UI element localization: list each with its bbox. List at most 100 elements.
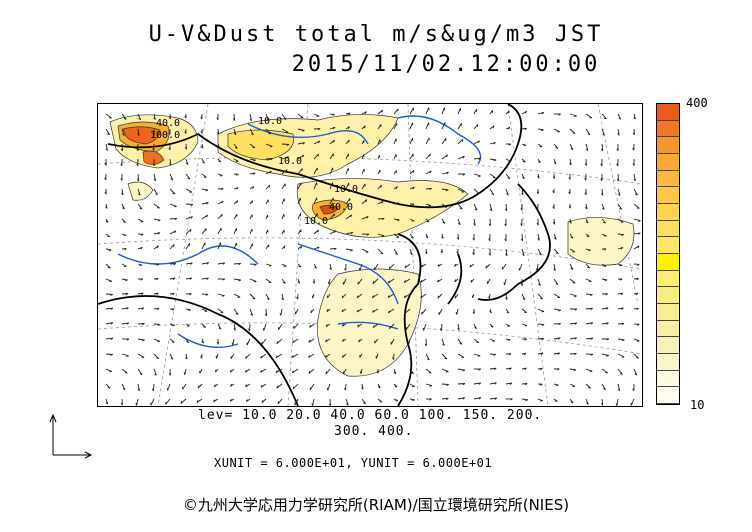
wind-arrow-head: [332, 126, 336, 130]
wind-arrow-head: [587, 266, 590, 269]
wind-arrow: [409, 107, 414, 115]
wind-arrow: [521, 188, 524, 195]
wind-arrow: [473, 157, 481, 160]
wind-arrow: [425, 383, 433, 387]
wind-arrow-head: [217, 146, 221, 149]
wind-arrow-head: [235, 173, 239, 176]
wind-arrow-head: [553, 161, 557, 165]
wind-arrow-head: [218, 327, 222, 330]
wind-arrow: [265, 293, 270, 300]
wind-arrow-head: [636, 357, 639, 359]
wind-arrow-head: [126, 338, 130, 341]
wind-arrow-head: [107, 266, 111, 269]
wind-arrow: [308, 353, 315, 358]
wind-arrow: [537, 111, 545, 115]
wind-arrow: [137, 338, 145, 341]
wind-arrow-head: [620, 372, 623, 375]
wind-arrow-head: [584, 192, 587, 196]
wind-arrow: [585, 383, 591, 389]
wind-arrow-head: [317, 128, 321, 131]
wind-arrow-head: [462, 369, 466, 372]
wind-arrow-head: [168, 116, 171, 120]
wind-arrow-head: [221, 295, 225, 297]
wind-arrow-head: [261, 400, 264, 403]
wind-arrow: [421, 308, 427, 315]
wind-arrow: [553, 263, 556, 271]
wind-arrow-head: [332, 113, 335, 116]
wind-arrow-head: [139, 373, 143, 376]
wind-arrow-head: [157, 232, 161, 235]
wind-arrow-head: [348, 126, 351, 129]
wind-arrow-head: [574, 337, 577, 340]
wind-arrow-head: [429, 170, 432, 174]
wind-arrow-head: [218, 160, 222, 163]
wind-arrow: [617, 353, 625, 358]
wind-arrow-head: [520, 238, 523, 242]
wind-arrow-head: [412, 186, 415, 190]
wind-arrow-head: [477, 140, 480, 144]
wind-arrow-head: [308, 339, 311, 343]
wind-arrow-head: [446, 154, 448, 158]
wind-arrow: [361, 248, 369, 253]
wind-arrow-head: [381, 217, 385, 221]
wind-arrow: [291, 353, 299, 358]
rivers: [117, 115, 482, 349]
wind-arrow: [601, 128, 605, 136]
wind-arrow-head: [216, 341, 219, 345]
wind-arrow-head: [441, 236, 444, 239]
wind-arrow-head: [621, 323, 625, 326]
wind-arrow: [420, 293, 427, 299]
wind-arrow: [169, 217, 177, 220]
wind-arrow: [185, 262, 193, 265]
wind-arrow-head: [634, 373, 637, 376]
wind-arrow-head: [485, 265, 487, 269]
wind-arrow-head: [388, 266, 391, 270]
wind-arrow-head: [520, 283, 523, 286]
wind-arrow-head: [478, 368, 482, 371]
wind-arrow-head: [393, 371, 397, 375]
wind-arrow: [277, 398, 283, 405]
wind-arrow-head: [524, 383, 528, 386]
wind-arrow-head: [522, 161, 526, 163]
wind-arrow-head: [221, 214, 223, 217]
wind-arrow: [361, 183, 366, 190]
wind-arrow-head: [616, 163, 619, 167]
wind-arrow-head: [200, 355, 203, 359]
wind-arrow-head: [196, 400, 199, 403]
wind-arrow-head: [602, 133, 605, 136]
wind-arrow-head: [346, 403, 349, 406]
wind-arrow: [153, 113, 156, 120]
wind-arrow-head: [490, 326, 494, 328]
wind-arrow-head: [454, 263, 456, 267]
wind-arrow-head: [232, 118, 235, 121]
wind-arrow: [233, 262, 241, 265]
wind-arrow-head: [168, 373, 171, 376]
wind-arrow: [260, 353, 267, 359]
wind-arrow: [167, 383, 171, 391]
wind-arrow: [201, 173, 207, 178]
wind-arrow-head: [366, 233, 370, 236]
wind-arrow-head: [275, 370, 278, 373]
wind-arrow: [440, 323, 443, 331]
wind-arrow-head: [334, 230, 337, 234]
wind-arrow: [473, 218, 476, 226]
wind-arrow-head: [555, 147, 559, 149]
wind-arrow-head: [171, 308, 175, 311]
wind-arrow-head: [572, 132, 576, 134]
wind-arrow: [297, 213, 301, 220]
wind-arrow-head: [344, 268, 347, 271]
wind-arrow-head: [488, 296, 490, 299]
wind-arrow-head: [107, 386, 111, 389]
wind-arrow-head: [444, 357, 448, 360]
wind-arrow-head: [606, 322, 609, 325]
wind-arrow-head: [574, 295, 577, 297]
wind-arrow: [265, 143, 273, 147]
wind-arrow: [153, 188, 158, 196]
wind-arrow: [313, 182, 318, 190]
wind-arrow-head: [476, 124, 479, 127]
wind-arrow: [441, 138, 447, 145]
wind-arrow-head: [157, 219, 161, 222]
wind-arrow-head: [238, 279, 242, 282]
wind-arrow-head: [268, 265, 272, 267]
wind-arrow-head: [619, 207, 623, 210]
